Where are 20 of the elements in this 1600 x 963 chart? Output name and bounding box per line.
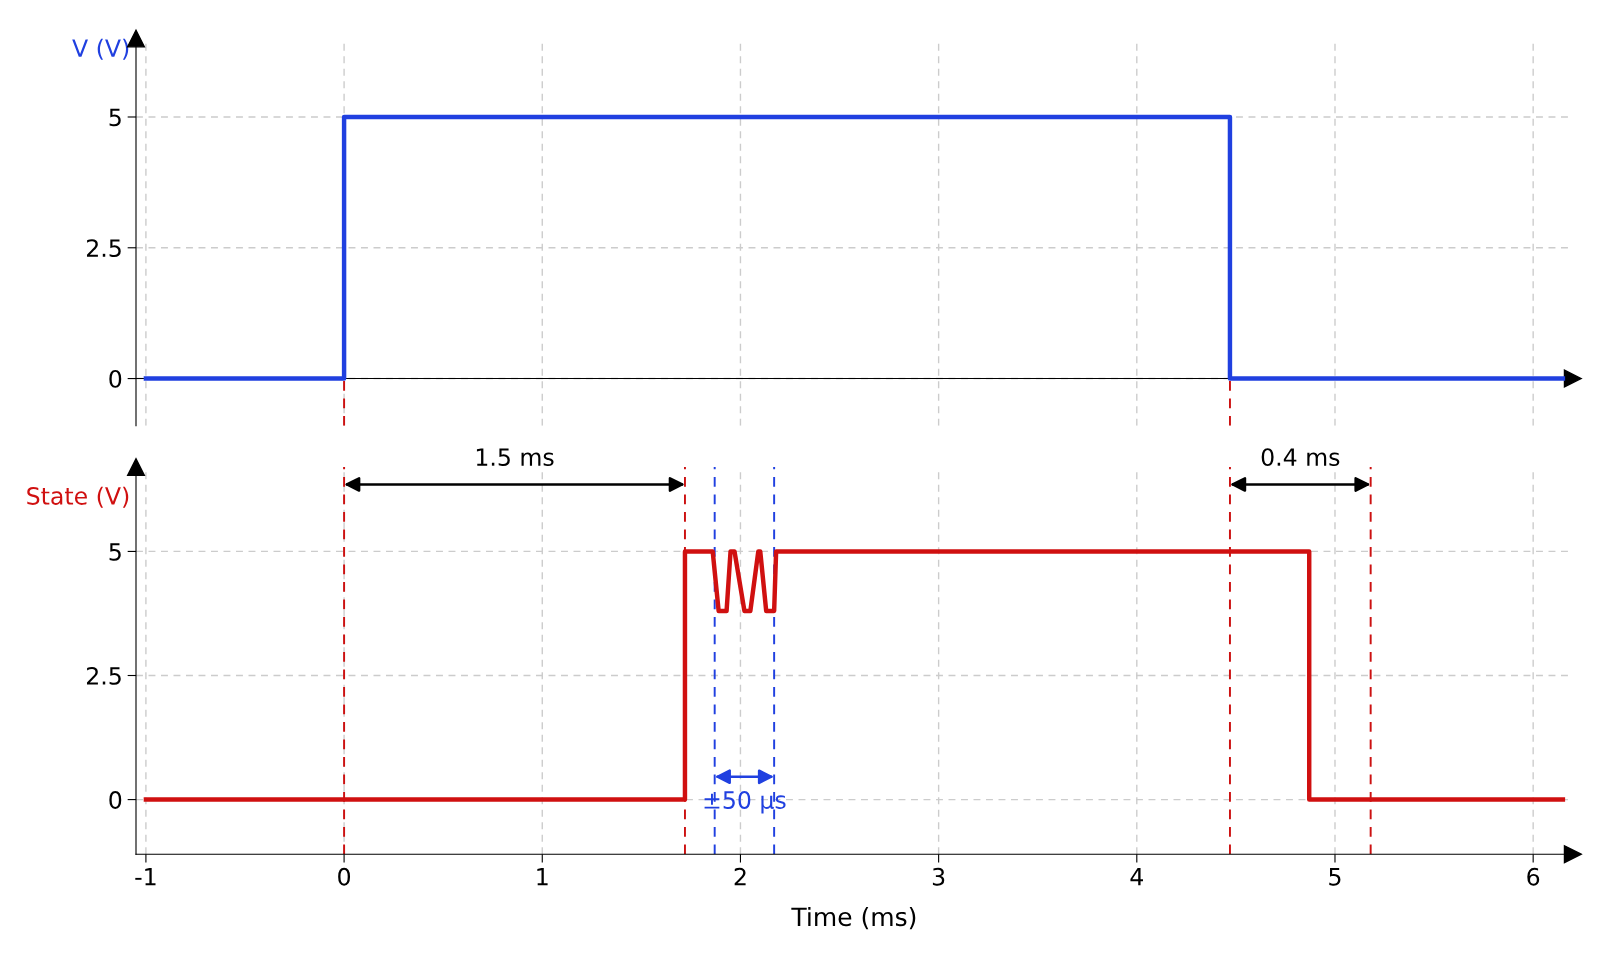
y-axis-title: State (V) — [27, 486, 129, 508]
y-axis-title: V (V) — [72, 38, 129, 60]
x-tick-label: 0 — [338, 867, 351, 886]
x-axis-title: Time (ms) — [791, 906, 916, 930]
y-tick-label: 0 — [109, 370, 122, 388]
annotation: ±50 µs — [704, 791, 786, 814]
y-tick-label: 2.5 — [86, 666, 121, 685]
x-tick-label: 3 — [932, 867, 945, 886]
x-tick-label: 6 — [1527, 867, 1540, 886]
x-tick-label: 4 — [1130, 868, 1143, 886]
y-tick-label: 5 — [109, 543, 121, 561]
text: 1.5 ms — [476, 448, 554, 467]
y-tick-label: 0 — [109, 791, 122, 809]
y-tick-label: 5 — [109, 108, 121, 127]
x-tick-label: 2 — [734, 867, 746, 886]
x-tick-label: -1 — [135, 868, 156, 886]
x-tick-label: 1 — [537, 868, 548, 886]
x-tick-label: 5 — [1329, 868, 1341, 886]
text: 0.4 ms — [1261, 448, 1340, 467]
y-tick-label: 2.5 — [86, 239, 121, 258]
